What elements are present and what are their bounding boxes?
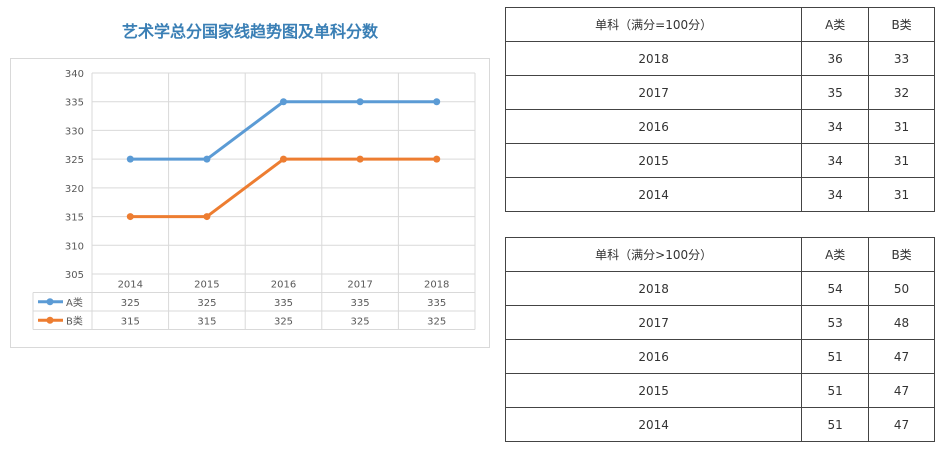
year-cell: 2015 (504, 143, 803, 178)
year-cell: 2017 (504, 75, 803, 110)
y-tick-label: 330 (65, 126, 84, 137)
data-table-value: 335 (274, 298, 293, 309)
table-row: 2014 34 31 (504, 177, 935, 212)
y-tick-label: 320 (65, 184, 84, 195)
y-tick-label: 335 (65, 98, 84, 109)
b-score-cell: 48 (868, 305, 935, 340)
legend-label: A类 (66, 296, 83, 309)
table-row: 2014 51 47 (504, 407, 935, 442)
table-header-row: 单科（满分>100分） A类 B类 (504, 237, 935, 272)
year-cell: 2014 (504, 177, 803, 212)
y-tick-label: 340 (65, 69, 84, 80)
b-score-cell: 32 (868, 75, 935, 110)
table-row: 2018 36 33 (504, 41, 935, 76)
data-point (203, 213, 211, 221)
a-score-cell: 34 (801, 143, 870, 178)
year-cell: 2016 (504, 109, 803, 144)
y-tick-label: 325 (65, 155, 84, 166)
header-cell: 单科（满分>100分） (504, 237, 803, 272)
legend-label: B类 (66, 314, 83, 327)
x-tick-label: 2016 (271, 279, 296, 290)
data-point (356, 98, 364, 106)
x-tick-label: 2018 (424, 279, 449, 290)
b-score-cell: 31 (868, 177, 935, 212)
a-score-cell: 34 (801, 177, 870, 212)
data-table-value: 335 (351, 298, 370, 309)
data-table-value: 335 (427, 298, 446, 309)
y-tick-label: 310 (65, 241, 84, 252)
year-cell: 2018 (504, 271, 803, 306)
data-table-value: 315 (121, 316, 140, 327)
a-score-cell: 51 (801, 407, 870, 442)
header-cell: B类 (868, 7, 935, 42)
data-point (433, 98, 441, 106)
line-chart: 305 310 315 320 325 330 335 340 2014 2015 2016 2017… (32, 69, 476, 330)
b-score-cell: 33 (868, 41, 935, 76)
a-score-cell: 54 (801, 271, 870, 306)
table-row: 2015 34 31 (504, 143, 935, 178)
table-row: 2016 34 31 (504, 109, 935, 144)
data-table-value: 325 (427, 316, 446, 327)
header-cell: A类 (801, 237, 870, 272)
x-tick-label: 2017 (347, 279, 372, 290)
table-row: 2016 51 47 (504, 339, 935, 374)
chart-title: 艺术学总分国家线趋势图及单科分数 (121, 22, 378, 41)
data-point (356, 155, 364, 163)
header-cell: B类 (868, 237, 935, 272)
data-point (126, 155, 134, 163)
year-cell: 2015 (504, 373, 803, 408)
data-table-value: 325 (351, 316, 370, 327)
table-row: 2018 54 50 (504, 271, 935, 306)
table-row: 2017 35 32 (504, 75, 935, 110)
a-score-cell: 35 (801, 75, 870, 110)
legend-key-marker (46, 298, 54, 306)
header-cell: A类 (801, 7, 870, 42)
data-table-value: 325 (121, 298, 140, 309)
a-score-cell: 34 (801, 109, 870, 144)
a-score-cell: 51 (801, 373, 870, 408)
data-table-value: 315 (197, 316, 216, 327)
data-point (280, 98, 287, 106)
data-point (203, 155, 211, 163)
y-tick-label: 305 (65, 270, 84, 281)
header-cell: 单科（满分=100分） (504, 7, 803, 42)
data-point (280, 155, 287, 163)
legend-key-marker (46, 316, 54, 324)
data-table-value: 325 (197, 298, 216, 309)
b-score-cell: 47 (868, 339, 935, 374)
a-score-cell: 53 (801, 305, 870, 340)
b-score-cell: 50 (868, 271, 935, 306)
year-cell: 2016 (504, 339, 803, 374)
b-score-cell: 47 (868, 407, 935, 442)
y-tick-label: 315 (65, 213, 84, 224)
a-score-cell: 51 (801, 339, 870, 374)
x-tick-label: 2015 (194, 279, 219, 290)
b-score-cell: 31 (868, 143, 935, 178)
b-score-cell: 31 (868, 109, 935, 144)
table-header-row: 单科（满分=100分） A类 B类 (504, 7, 935, 42)
year-cell: 2014 (504, 407, 803, 442)
data-point (433, 155, 441, 163)
x-tick-label: 2014 (118, 279, 143, 290)
a-score-cell: 36 (801, 41, 870, 76)
score-table-over-100: 单科（满分>100分） A类 B类 2018 54 50 2017 53 48 … (504, 237, 935, 442)
year-cell: 2017 (504, 305, 803, 340)
b-score-cell: 47 (868, 373, 935, 408)
table-row: 2017 53 48 (504, 305, 935, 340)
line-chart-container: 305 310 315 320 325 330 335 340 2014 2015 2016 2017… (10, 58, 490, 348)
score-table-full-100: 单科（满分=100分） A类 B类 2018 36 33 2017 35 32 … (504, 7, 935, 212)
year-cell: 2018 (504, 41, 803, 76)
table-row: 2015 51 47 (504, 373, 935, 408)
data-table-value: 325 (274, 316, 293, 327)
data-point (126, 213, 134, 221)
